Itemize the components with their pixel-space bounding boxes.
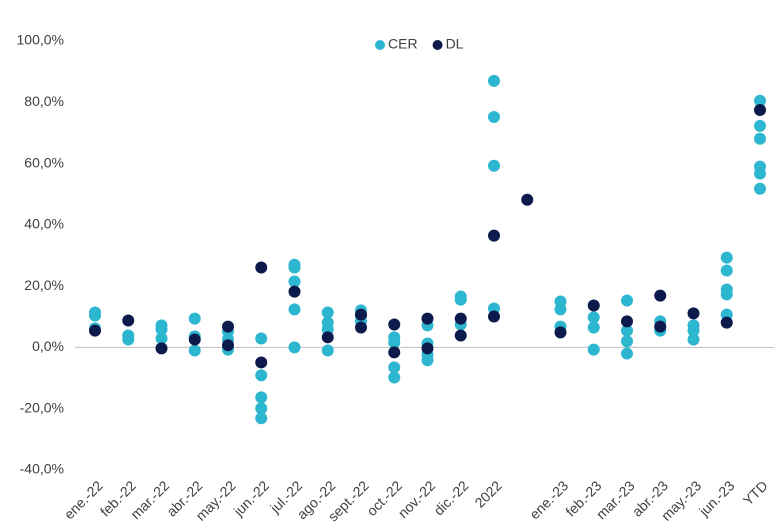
y-tick-label: -40,0% <box>20 461 64 477</box>
dot <box>720 316 733 329</box>
dot <box>388 371 401 384</box>
dot <box>454 312 467 325</box>
dot <box>687 333 700 346</box>
x-tick-label: nov.-22 <box>395 477 439 521</box>
dot <box>587 311 600 324</box>
dot <box>388 346 401 359</box>
x-tick-label: jun.-22 <box>230 477 272 519</box>
dot <box>687 324 700 337</box>
dot <box>122 314 135 327</box>
dot <box>488 110 500 123</box>
dot <box>355 308 367 321</box>
dot <box>388 361 401 374</box>
y-tick-label: 0,0% <box>32 338 64 354</box>
dot <box>720 251 733 264</box>
dot <box>155 323 168 336</box>
dot <box>255 332 268 345</box>
dot <box>122 333 135 346</box>
dot <box>255 261 268 274</box>
dot <box>621 324 633 337</box>
dot <box>754 119 766 132</box>
dot <box>720 264 733 277</box>
dot <box>421 342 434 355</box>
dot <box>288 341 301 354</box>
dot <box>288 285 301 298</box>
dot <box>454 293 467 306</box>
dot <box>89 324 101 337</box>
dot <box>255 412 268 425</box>
dot <box>754 94 766 107</box>
dot <box>488 310 500 323</box>
y-tick-label: 80,0% <box>24 93 64 109</box>
dot <box>355 321 367 334</box>
dot <box>222 320 234 333</box>
legend-label: CER <box>388 36 418 52</box>
dot <box>754 103 766 116</box>
dot <box>222 339 234 352</box>
dot <box>587 299 600 312</box>
dot <box>255 391 268 404</box>
legend-label: DL <box>446 36 464 52</box>
dot <box>454 329 467 342</box>
y-tick-label: -20,0% <box>20 399 64 415</box>
dot <box>621 294 633 307</box>
dot <box>687 307 700 320</box>
dot <box>587 343 600 356</box>
dot <box>321 331 334 344</box>
dot <box>188 333 201 346</box>
dot <box>255 356 268 369</box>
y-tick-label: 40,0% <box>24 216 64 232</box>
dot <box>554 326 567 339</box>
dot <box>321 306 334 319</box>
dot <box>587 321 600 334</box>
dot <box>754 167 766 180</box>
dot <box>321 344 334 357</box>
dot <box>488 159 500 172</box>
dot <box>621 335 633 348</box>
dot <box>255 369 268 382</box>
x-tick-label: jun.-23 <box>695 477 737 519</box>
dot <box>421 312 434 325</box>
x-tick-label: dic.-22 <box>430 477 471 518</box>
dot <box>554 303 567 316</box>
dot <box>188 344 201 357</box>
dot <box>288 261 301 274</box>
legend-marker <box>432 40 443 50</box>
dot <box>89 309 101 322</box>
dot <box>288 275 301 288</box>
dot <box>155 342 168 355</box>
y-tick-label: 60,0% <box>24 154 64 170</box>
x-tick-label: ene.-22 <box>61 477 106 522</box>
dot <box>388 318 401 331</box>
legend-marker <box>375 40 385 50</box>
x-tick-label: 2022 <box>471 477 504 510</box>
dot <box>288 303 301 316</box>
y-tick-label: 20,0% <box>24 277 64 293</box>
dot <box>155 332 168 345</box>
y-tick-label: 100,0% <box>17 32 64 48</box>
dot <box>754 182 766 195</box>
dot <box>388 336 401 349</box>
dot <box>654 289 667 302</box>
dot <box>521 193 534 206</box>
dot <box>654 320 667 333</box>
dot <box>488 74 500 87</box>
dot <box>488 229 500 242</box>
dot <box>421 354 434 367</box>
dot <box>621 315 633 328</box>
dot <box>255 402 268 415</box>
dot <box>621 347 633 360</box>
dot <box>188 312 201 325</box>
dot <box>754 132 766 145</box>
dot <box>720 288 733 301</box>
x-tick-label: ene.-23 <box>526 477 571 522</box>
x-tick-label: YTD <box>740 477 771 508</box>
